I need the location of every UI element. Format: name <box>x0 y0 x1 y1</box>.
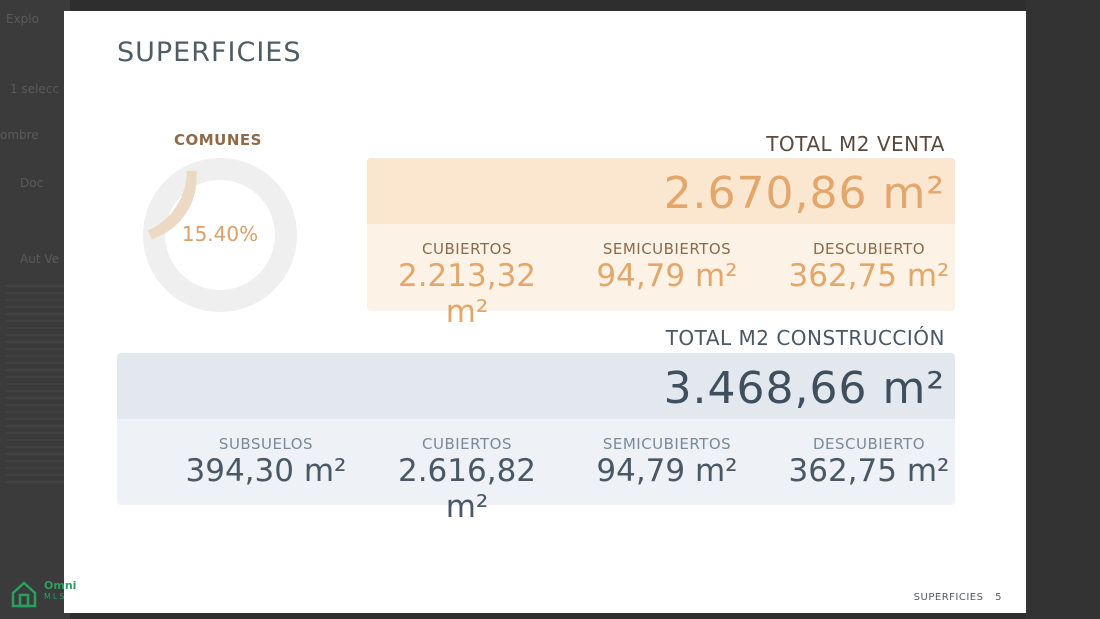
metric-value: 2.616,82 m² <box>397 453 537 525</box>
footer-page-number: 5 <box>995 592 1002 603</box>
venta-semicubiertos: SEMICUBIERTOS 94,79 m² <box>577 240 757 294</box>
metric-label: DESCUBIERTO <box>813 240 925 258</box>
venta-descubierto: DESCUBIERTO 362,75 m² <box>779 240 959 294</box>
construccion-total-panel: 3.468,66 m² <box>117 353 955 419</box>
background-blurred-text <box>6 285 66 485</box>
house-icon <box>11 581 37 608</box>
metric-label: CUBIERTOS <box>422 435 512 453</box>
construccion-cubiertos: CUBIERTOS 2.616,82 m² <box>377 435 557 525</box>
donut-arc <box>147 170 197 240</box>
comunes-percentage: 15.40% <box>181 222 259 246</box>
metric-label: SUBSUELOS <box>218 435 314 453</box>
metric-value: 94,79 m² <box>596 453 738 489</box>
background-right-panel <box>1026 0 1100 619</box>
page-title: SUPERFICIES <box>117 37 302 68</box>
venta-cubiertos: CUBIERTOS 2.213,32 m² <box>377 240 557 330</box>
metric-label: SEMICUBIERTOS <box>602 240 732 258</box>
logo-text: Omni MLS <box>44 580 76 602</box>
background-sidebar: Explo 1 selecc ombre Doc Aut Ve <box>0 0 70 619</box>
background-selection-label: 1 selecc <box>10 82 59 96</box>
metric-value: 94,79 m² <box>596 258 738 294</box>
construccion-breakdown-panel: SUBSUELOS 394,30 m² CUBIERTOS 2.616,82 m… <box>117 419 955 525</box>
metric-value: 362,75 m² <box>788 258 950 294</box>
construccion-subsuelos: SUBSUELOS 394,30 m² <box>171 435 361 489</box>
metric-value: 362,75 m² <box>788 453 950 489</box>
background-explorer-label: Explo <box>6 12 39 26</box>
metric-label: SEMICUBIERTOS <box>602 435 732 453</box>
construccion-total-value: 3.468,66 m² <box>663 363 945 414</box>
slide: SUPERFICIES COMUNES 15.40% TOTAL M2 VENT… <box>64 11 1026 613</box>
construccion-descubierto: DESCUBIERTO 362,75 m² <box>779 435 959 489</box>
donut-arc-inner <box>157 178 197 237</box>
venta-breakdown-panel: CUBIERTOS 2.213,32 m² SEMICUBIERTOS 94,7… <box>367 224 955 330</box>
background-doc-label: Doc <box>20 176 44 190</box>
venta-total-panel: 2.670,86 m² <box>367 158 955 224</box>
background-name-label: ombre <box>0 128 39 142</box>
metric-label: DESCUBIERTO <box>813 435 925 453</box>
metric-value: 2.213,32 m² <box>397 258 537 330</box>
omni-mls-logo: Omni MLS <box>10 580 90 610</box>
comunes-label: COMUNES <box>174 131 262 149</box>
construccion-semicubiertos: SEMICUBIERTOS 94,79 m² <box>577 435 757 489</box>
logo-sub: MLS <box>44 592 67 601</box>
metric-label: CUBIERTOS <box>422 240 512 258</box>
venta-title: TOTAL M2 VENTA <box>766 132 945 156</box>
background-aut-label: Aut Ve <box>20 252 59 266</box>
construccion-title: TOTAL M2 CONSTRUCCIÓN <box>665 326 945 350</box>
logo-name: Omni <box>44 579 77 592</box>
slide-footer: SUPERFICIES 5 <box>906 592 1002 603</box>
metric-value: 394,30 m² <box>185 453 347 489</box>
footer-section-label: SUPERFICIES <box>913 592 984 603</box>
venta-total-value: 2.670,86 m² <box>663 168 945 219</box>
comunes-donut-chart <box>143 158 297 312</box>
